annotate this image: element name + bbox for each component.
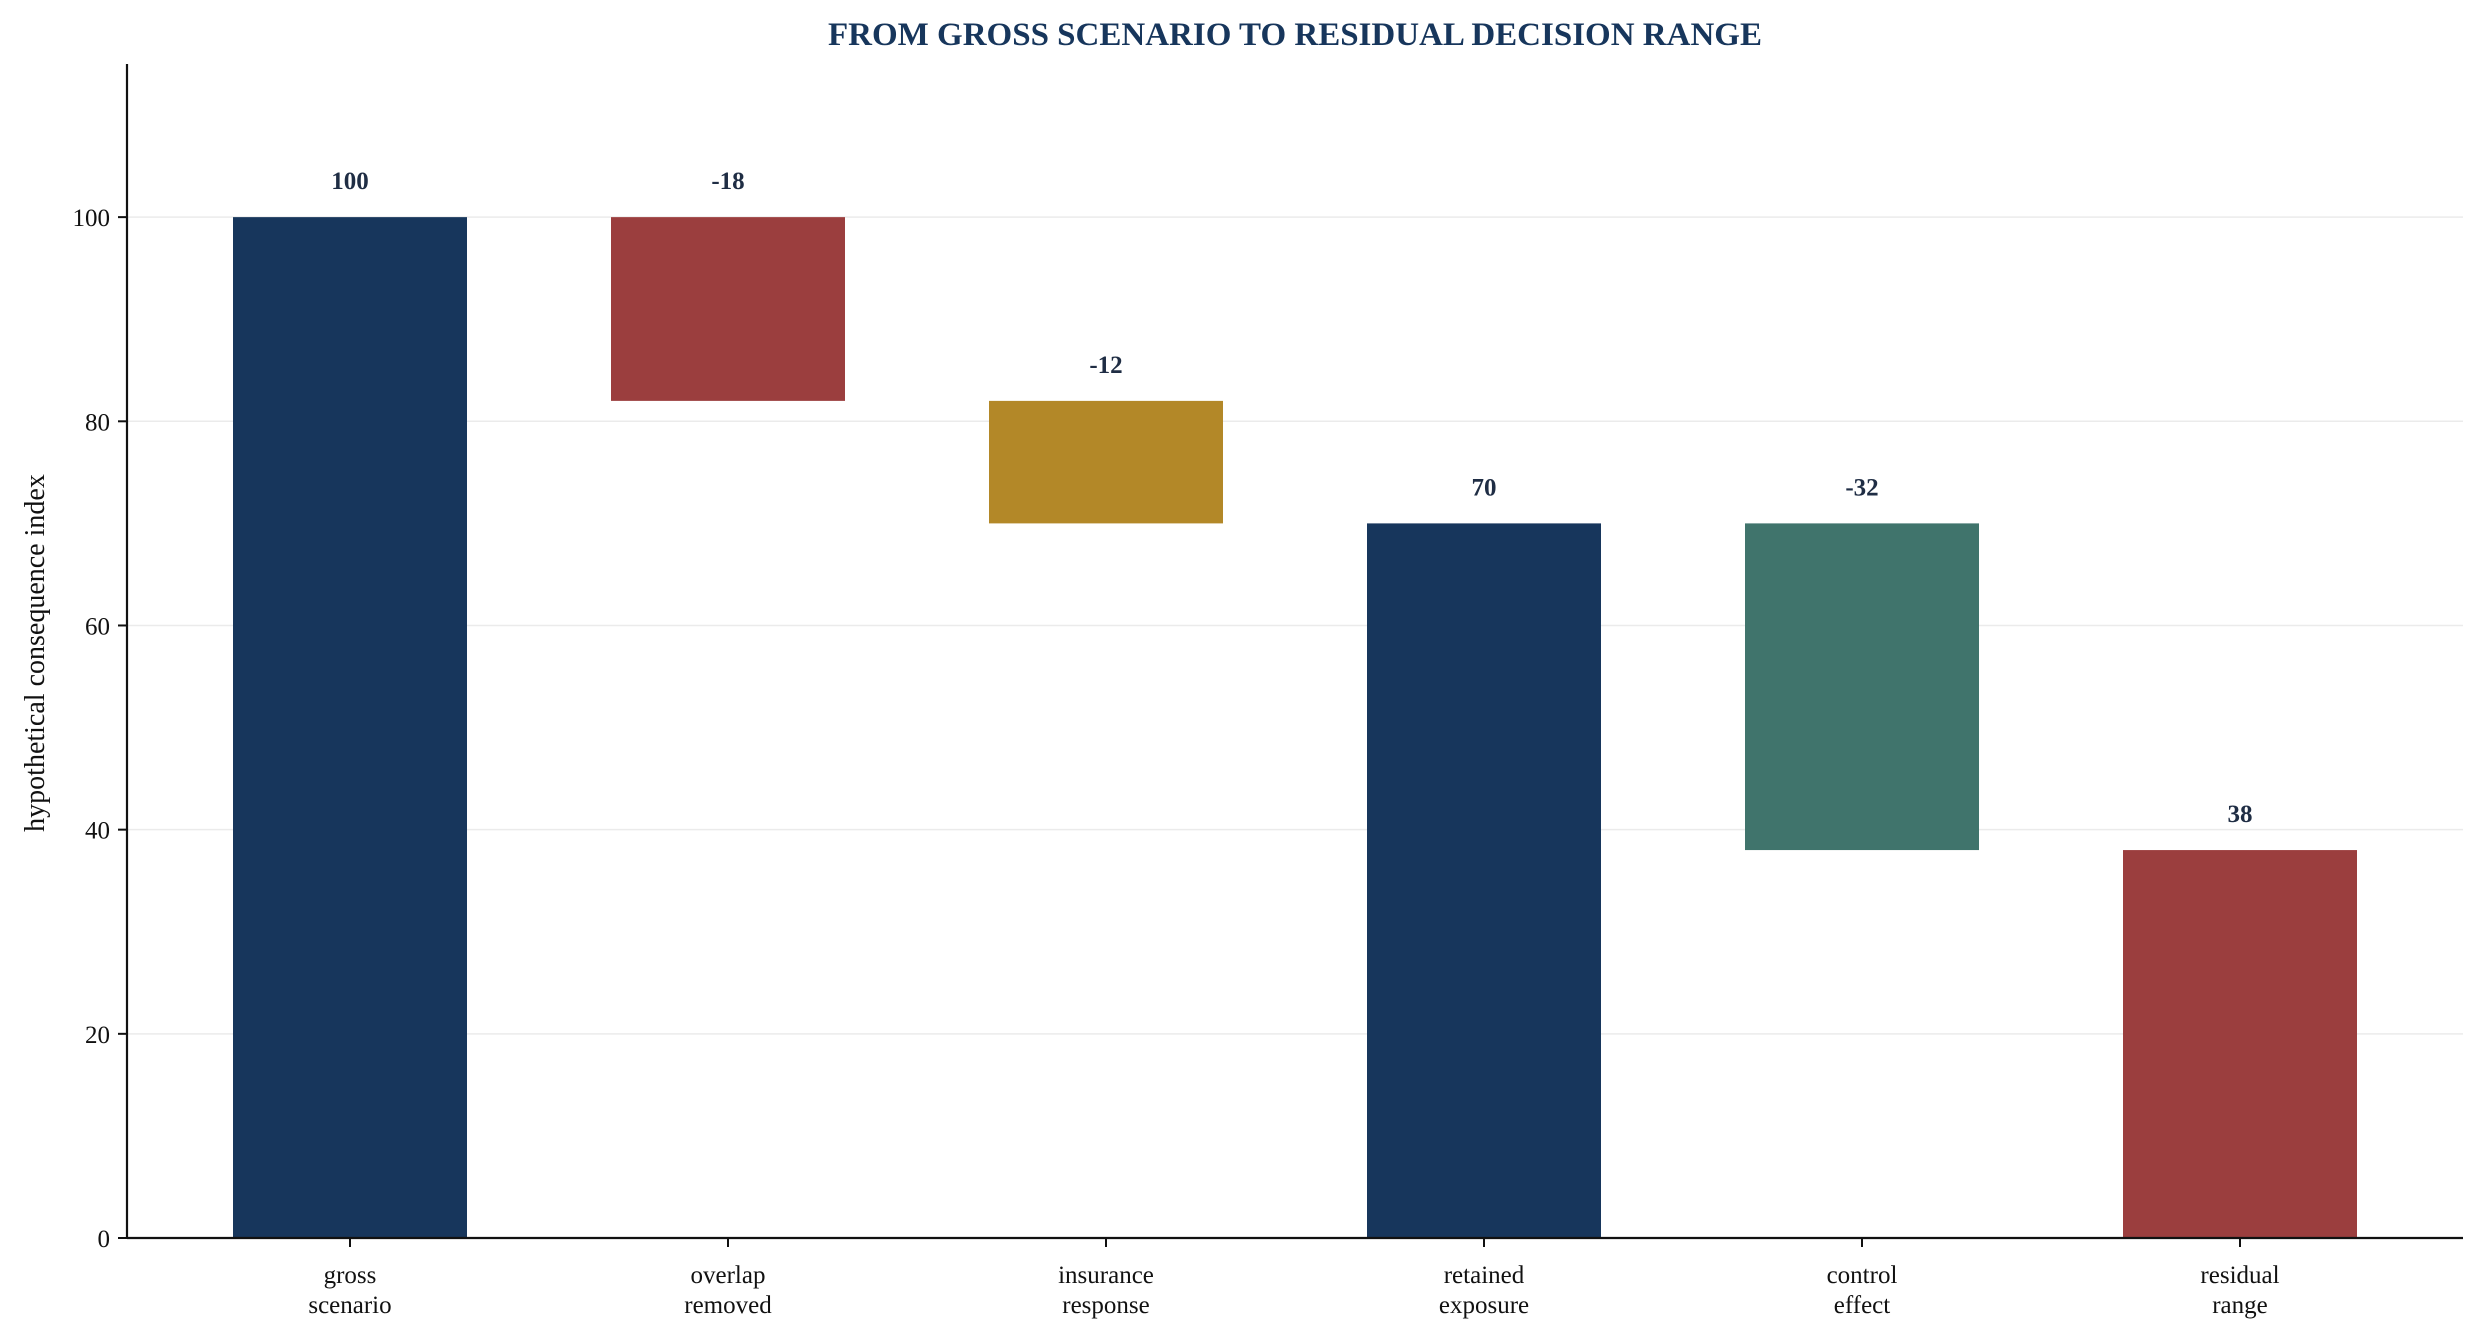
grid-lines (127, 216, 2463, 1035)
chart-title: FROM GROSS SCENARIO TO RESIDUAL DECISION… (828, 17, 1762, 53)
x-tick-label: removed (684, 1292, 772, 1319)
x-tick-label: exposure (1439, 1292, 1529, 1319)
x-tick-label: overlap (691, 1262, 766, 1289)
bar-3 (1367, 523, 1601, 1238)
axes: 0 20 40 60 80 100 gross scenario overlap removed i… (73, 64, 2463, 1319)
data-label-5: 38 (2228, 801, 2253, 828)
x-tick-label: scenario (308, 1292, 391, 1319)
bar-1 (611, 217, 845, 401)
bar-4 (1745, 523, 1979, 851)
y-tick-label: 100 (73, 205, 111, 232)
data-label-4: -32 (1845, 474, 1878, 501)
bars (233, 217, 2357, 1238)
x-tick-label: response (1062, 1292, 1149, 1319)
data-label-3: 70 (1472, 474, 1497, 501)
data-label-2: -12 (1089, 352, 1122, 379)
data-labels: 100 -18 -12 70 -32 38 (331, 168, 2252, 828)
data-label-1: -18 (711, 168, 744, 195)
x-tick-label: residual (2200, 1262, 2279, 1289)
y-tick-label: 0 (98, 1226, 111, 1253)
y-tick-label: 40 (85, 818, 110, 845)
x-tick-label: range (2212, 1292, 2268, 1319)
y-tick-label: 60 (85, 613, 110, 640)
x-tick-label: control (1827, 1262, 1898, 1289)
bar-5 (2123, 850, 2357, 1238)
bar-2 (989, 400, 1223, 524)
y-tick-label: 80 (85, 409, 110, 436)
y-axis-label: hypothetical consequence index (20, 474, 51, 832)
x-tick-label: gross (324, 1262, 377, 1289)
x-tick-label: effect (1834, 1292, 1890, 1319)
x-tick-label: insurance (1058, 1262, 1154, 1289)
data-label-0: 100 (331, 168, 369, 195)
bar-0 (233, 217, 467, 1238)
x-tick-label: retained (1444, 1262, 1525, 1289)
y-tick-label: 20 (85, 1022, 110, 1049)
